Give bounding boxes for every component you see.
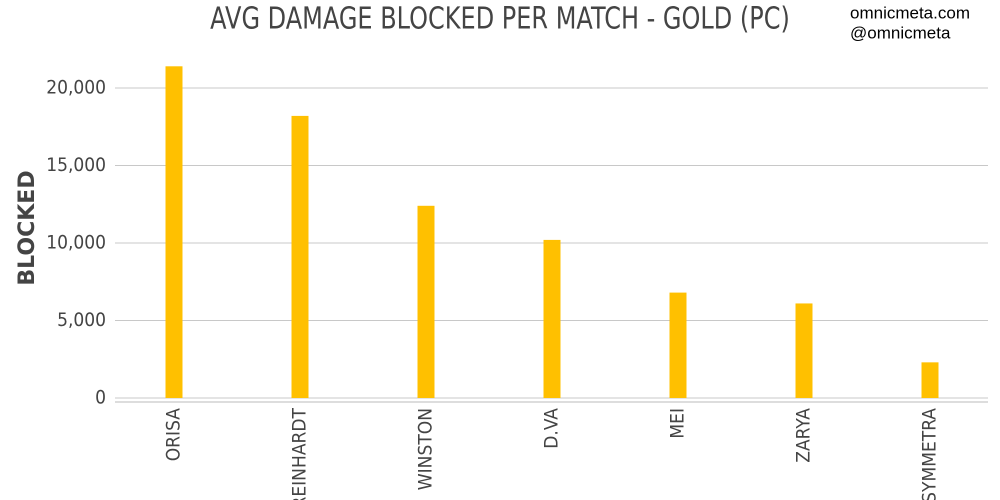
x-tick-label: REINHARDT	[289, 407, 311, 500]
y-tick-label: 20,000	[46, 77, 106, 99]
bar	[291, 115, 309, 399]
x-tick-label: D.VA	[541, 408, 563, 449]
x-tick-label: MEI	[667, 408, 689, 439]
x-tick-label: ZARYA	[793, 408, 815, 463]
bar	[543, 239, 561, 398]
watermark: @omnicmeta	[850, 23, 951, 42]
bar	[417, 205, 435, 398]
x-tick-label: SYMMETRA	[919, 408, 941, 500]
chart-title: AVG DAMAGE BLOCKED PER MATCH - GOLD (PC)	[210, 2, 790, 36]
x-tick-label: WINSTON	[415, 408, 437, 490]
watermark: omnicmeta.com	[850, 3, 970, 22]
x-tick-label: ORISA	[163, 408, 185, 462]
y-tick-label: 5,000	[57, 309, 106, 331]
y-tick-label: 15,000	[46, 154, 106, 176]
bar	[795, 303, 813, 398]
y-tick-label: 10,000	[46, 232, 106, 254]
bar	[921, 362, 939, 398]
bar	[669, 292, 687, 398]
y-axis-label: BLOCKED	[15, 170, 40, 285]
bar	[165, 66, 183, 399]
y-tick-label: 0	[95, 387, 106, 409]
